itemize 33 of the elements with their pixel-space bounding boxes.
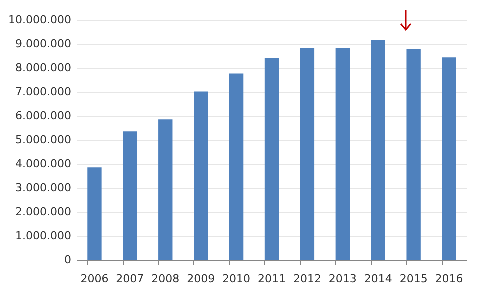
bar [264,58,280,260]
bar [88,168,102,260]
x-tick-label: 2012 [293,272,322,286]
x-tick-label: 2011 [258,272,286,286]
y-tick-label: 7.000.000 [16,86,72,98]
x-tick-label: 2014 [364,272,392,286]
bar [194,92,208,260]
y-tick-label: 9.000.000 [16,38,72,50]
bar [442,58,456,260]
y-tick-label: 1.000.000 [16,230,72,242]
bar [371,40,386,260]
bar [123,132,138,260]
y-tick-label: 3.000.000 [16,182,72,194]
y-tick-label: 4.000.000 [16,158,72,170]
x-tick-label: 2009 [187,272,216,286]
y-tick-label: 0 [64,254,72,266]
bar [229,74,244,260]
bar [336,48,350,260]
bar [406,49,421,260]
y-tick-label: 6.000.000 [16,110,72,122]
x-tick-label: 2006 [80,272,109,286]
x-tick-label: 2010 [222,272,251,286]
x-tick-label: 2008 [152,272,180,286]
y-tick-label: 5.000.000 [16,134,72,146]
y-tick-label: 8.000.000 [16,62,72,74]
x-tick-label: 2013 [328,272,357,286]
y-tick-label: 10.000.000 [8,14,72,26]
x-tick-label: 2015 [400,272,428,286]
bar [158,120,173,260]
y-tick-label: 2.000.000 [16,206,72,218]
x-tick-label: 2016 [435,272,464,286]
x-tick-label: 2007 [116,272,144,286]
bar [300,48,315,260]
